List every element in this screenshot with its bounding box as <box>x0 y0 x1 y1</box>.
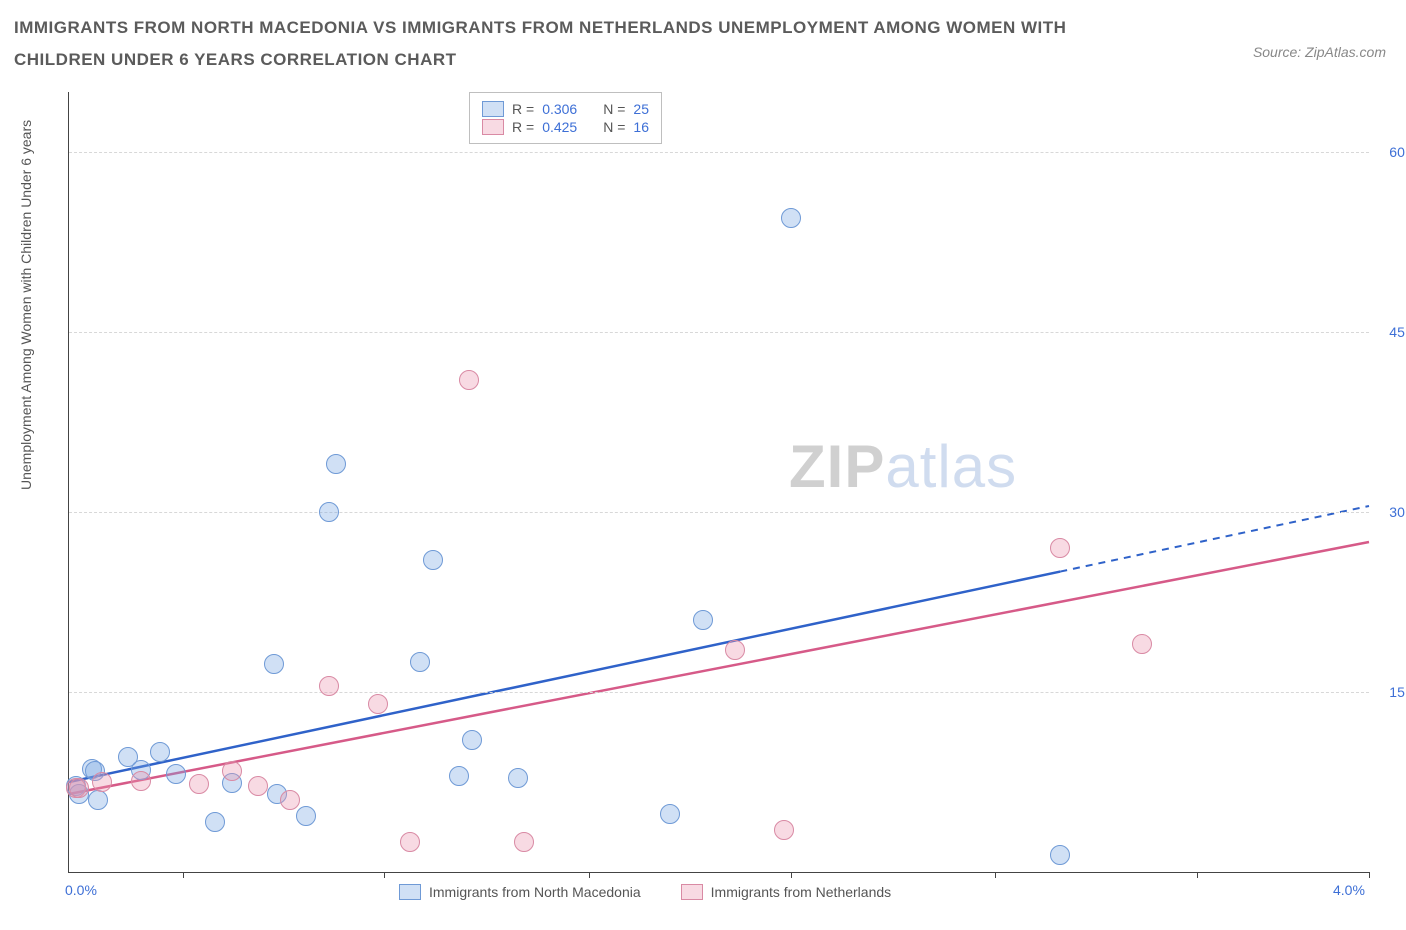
data-point-macedonia <box>508 768 528 788</box>
legend-n-value: 16 <box>633 119 649 135</box>
legend-swatch-icon <box>482 101 504 117</box>
legend-n-label: N = <box>603 101 625 117</box>
legend-r-value: 0.425 <box>542 119 577 135</box>
data-point-netherlands <box>248 776 268 796</box>
x-tick <box>1197 872 1198 878</box>
scatter-plot: ZIPatlas R =0.306N =25R =0.425N =16 Immi… <box>68 92 1369 873</box>
data-point-macedonia <box>410 652 430 672</box>
trend-line-macedonia-extrapolated <box>1060 506 1369 572</box>
y-tick-label: 45.0% <box>1389 324 1406 340</box>
legend-swatch-icon <box>681 884 703 900</box>
x-tick <box>183 872 184 878</box>
x-tick <box>995 872 996 878</box>
data-point-netherlands <box>1132 634 1152 654</box>
data-point-macedonia <box>166 764 186 784</box>
trend-lines <box>69 92 1369 872</box>
data-point-macedonia <box>205 812 225 832</box>
data-point-netherlands <box>222 761 242 781</box>
y-axis-label: Unemployment Among Women with Children U… <box>18 120 34 490</box>
data-point-netherlands <box>400 832 420 852</box>
x-tick <box>589 872 590 878</box>
data-point-macedonia <box>1050 845 1070 865</box>
legend-swatch-icon <box>482 119 504 135</box>
correlation-legend: R = 0.306 N = 25 R = 0.425 N = 16 <box>469 92 662 144</box>
y-tick-label: 30.0% <box>1389 504 1406 520</box>
data-point-macedonia <box>150 742 170 762</box>
gridline <box>69 692 1369 693</box>
legend-n-value: 25 <box>633 101 649 117</box>
data-point-netherlands <box>319 676 339 696</box>
series-legend: Immigrants from North Macedonia Immigrant… <box>399 884 891 900</box>
data-point-netherlands <box>368 694 388 714</box>
legend-r-label: R = <box>512 101 534 117</box>
legend-row-macedonia: R = 0.306 N = 25 <box>482 101 649 117</box>
trend-line-macedonia <box>69 572 1060 782</box>
legend-row-netherlands: R = 0.425 N = 16 <box>482 119 649 135</box>
gridline <box>69 332 1369 333</box>
data-point-macedonia <box>693 610 713 630</box>
series-legend-item-macedonia: Immigrants from North Macedonia <box>399 884 641 900</box>
legend-swatch-icon <box>399 884 421 900</box>
data-point-macedonia <box>423 550 443 570</box>
data-point-netherlands <box>131 771 151 791</box>
data-point-macedonia <box>296 806 316 826</box>
data-point-macedonia <box>319 502 339 522</box>
legend-r-value: 0.306 <box>542 101 577 117</box>
data-point-netherlands <box>69 778 89 798</box>
data-point-netherlands <box>280 790 300 810</box>
legend-n-label: N = <box>603 119 625 135</box>
x-tick <box>791 872 792 878</box>
data-point-netherlands <box>92 772 112 792</box>
data-point-macedonia <box>88 790 108 810</box>
data-point-macedonia <box>781 208 801 228</box>
chart-title: IMMIGRANTS FROM NORTH MACEDONIA VS IMMIG… <box>14 12 1094 77</box>
gridline <box>69 152 1369 153</box>
watermark: ZIPatlas <box>789 432 1017 501</box>
x-axis-label: 0.0% <box>65 882 97 898</box>
data-point-netherlands <box>189 774 209 794</box>
x-tick <box>384 872 385 878</box>
data-point-macedonia <box>660 804 680 824</box>
data-point-macedonia <box>449 766 469 786</box>
series-legend-label: Immigrants from Netherlands <box>711 884 892 900</box>
series-legend-item-netherlands: Immigrants from Netherlands <box>681 884 892 900</box>
y-tick-label: 15.0% <box>1389 684 1406 700</box>
legend-r-label: R = <box>512 119 534 135</box>
data-point-macedonia <box>462 730 482 750</box>
series-legend-label: Immigrants from North Macedonia <box>429 884 641 900</box>
x-tick <box>1369 872 1370 878</box>
y-tick-label: 60.0% <box>1389 144 1406 160</box>
data-point-netherlands <box>725 640 745 660</box>
watermark-atlas: atlas <box>885 433 1017 500</box>
data-point-netherlands <box>774 820 794 840</box>
gridline <box>69 512 1369 513</box>
watermark-zip: ZIP <box>789 433 885 500</box>
source-attribution: Source: ZipAtlas.com <box>1253 44 1386 60</box>
data-point-netherlands <box>459 370 479 390</box>
x-axis-label: 4.0% <box>1333 882 1365 898</box>
data-point-macedonia <box>326 454 346 474</box>
data-point-macedonia <box>264 654 284 674</box>
data-point-netherlands <box>1050 538 1070 558</box>
data-point-netherlands <box>514 832 534 852</box>
